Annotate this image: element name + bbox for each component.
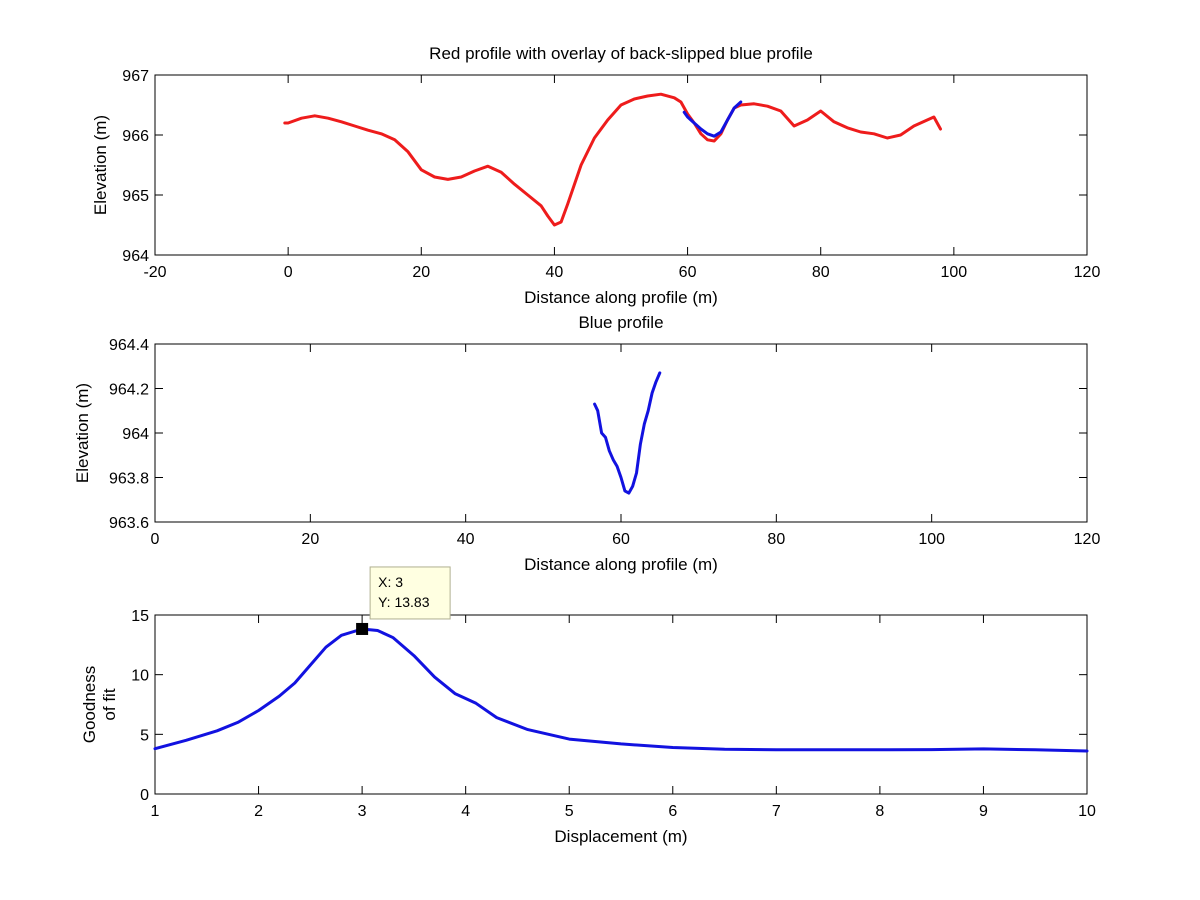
x-tick-label: 7 (772, 803, 781, 820)
y-axis-label: Elevation (m) (73, 383, 92, 483)
datatip-marker[interactable] (356, 622, 369, 635)
y-tick-label: 964.2 (109, 382, 149, 399)
series-line-2 (682, 100, 743, 138)
x-tick-label: 6 (668, 803, 677, 820)
y-axis-label: Elevation (m) (91, 115, 110, 215)
series-line-1 (593, 371, 662, 495)
x-tick-label: 2 (254, 803, 263, 820)
x-tick-label: 80 (812, 264, 830, 281)
x-tick-label: 100 (918, 531, 945, 548)
series-line-1 (283, 92, 942, 227)
y-tick-label: 5 (140, 727, 149, 744)
y-tick-label: 963.8 (109, 471, 149, 488)
x-tick-label: 40 (457, 531, 475, 548)
x-tick-label: -20 (143, 264, 166, 281)
x-tick-label: 9 (979, 803, 988, 820)
y-axis-label: of fit (100, 688, 119, 720)
series-line-1 (153, 627, 1089, 753)
chart-title: Blue profile (578, 313, 663, 332)
plot-area (154, 343, 1088, 523)
chart-title: Red profile with overlay of back-slipped… (429, 44, 813, 63)
x-tick-label: 5 (565, 803, 574, 820)
datatip-box[interactable] (369, 566, 451, 620)
datatip-y-text: Y: 13.83 (378, 594, 430, 610)
y-tick-label: 965 (122, 188, 149, 205)
x-tick-label: 120 (1074, 531, 1101, 548)
datatip-x-text: X: 3 (378, 574, 403, 590)
x-tick-label: 80 (767, 531, 785, 548)
x-tick-label: 0 (284, 264, 293, 281)
y-tick-label: 10 (131, 668, 149, 685)
x-tick-label: 8 (875, 803, 884, 820)
x-tick-label: 1 (151, 803, 160, 820)
x-axis-label: Distance along profile (m) (524, 555, 718, 574)
y-axis-label: Goodness (80, 666, 99, 744)
plot-area (154, 614, 1088, 795)
x-tick-label: 40 (546, 264, 564, 281)
chart-panel-1: -20 0 20 40 60 80 100 120 964 965 966 967 Red profil… (91, 44, 1100, 307)
y-tick-label: 15 (131, 608, 149, 625)
x-tick-label: 20 (412, 264, 430, 281)
x-tick-label: 60 (612, 531, 630, 548)
x-tick-label: 120 (1074, 264, 1101, 281)
x-tick-label: 0 (151, 531, 160, 548)
x-tick-label: 10 (1078, 803, 1096, 820)
y-tick-label: 964.4 (109, 337, 149, 354)
y-tick-label: 967 (122, 68, 149, 85)
chart-panel-2: 0 20 40 60 80 100 120 963.6 963.8 964 964.2 964.4 Bl… (73, 313, 1100, 574)
y-tick-label: 0 (140, 787, 149, 804)
x-tick-label: 4 (461, 803, 470, 820)
y-tick-label: 963.6 (109, 515, 149, 532)
x-axis-label: Distance along profile (m) (524, 288, 718, 307)
y-tick-label: 964 (122, 426, 149, 443)
x-tick-label: 100 (941, 264, 968, 281)
x-axis-label: Displacement (m) (554, 827, 687, 846)
x-tick-label: 60 (679, 264, 697, 281)
y-tick-label: 964 (122, 248, 149, 265)
y-tick-label: 966 (122, 128, 149, 145)
x-tick-label: 20 (301, 531, 319, 548)
plot-area (154, 74, 1088, 256)
chart-panel-3: 1 2 3 4 5 6 7 8 9 10 0 5 10 15 Displacement (m) Goodnes… (80, 566, 1096, 846)
x-tick-label: 3 (358, 803, 367, 820)
